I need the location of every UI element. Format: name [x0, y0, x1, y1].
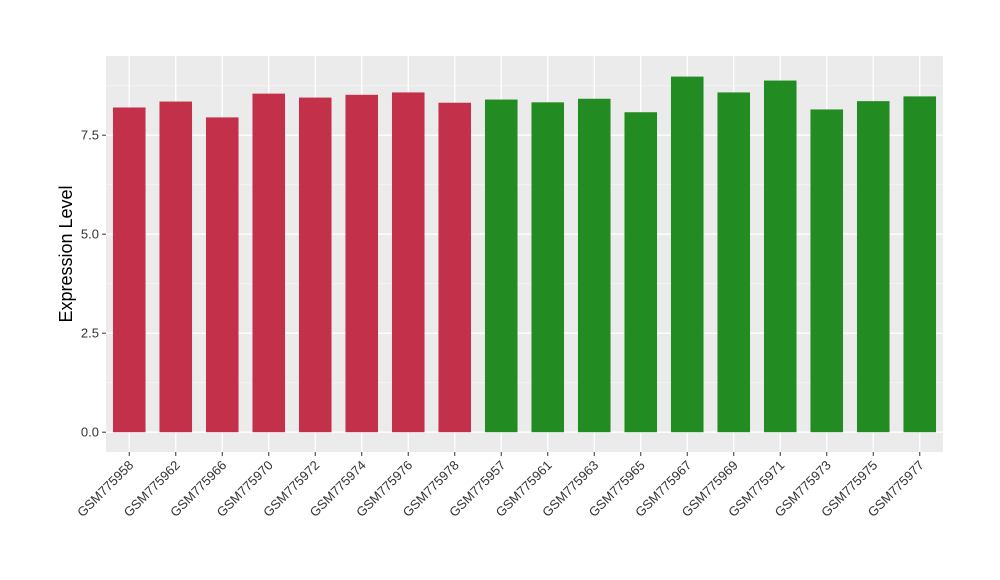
bar-GSM775978	[438, 102, 472, 433]
bar-GSM775963	[577, 98, 611, 433]
bar-GSM775966	[205, 117, 239, 433]
bar-GSM775957	[484, 99, 518, 433]
bar-GSM775975	[856, 101, 890, 433]
bar-GSM775967	[670, 76, 704, 433]
bar-GSM775977	[903, 96, 937, 433]
bar-GSM775973	[810, 109, 844, 433]
bar-GSM775972	[298, 97, 332, 433]
bar-GSM775971	[763, 80, 797, 433]
y-axis: 0.0 2.5 5.0 7.5	[81, 128, 106, 440]
bar-GSM775962	[159, 101, 193, 433]
y-axis-title: Expression Level	[56, 185, 76, 322]
bar-GSM775974	[345, 94, 379, 433]
bar-GSM775969	[717, 92, 751, 433]
y-tick-label: 7.5	[81, 128, 99, 143]
bar-GSM775970	[252, 93, 286, 433]
bar-GSM775976	[391, 92, 425, 433]
x-axis: GSM775958GSM775962GSM775966GSM775970GSM7…	[74, 452, 927, 520]
bar-GSM775958	[112, 107, 146, 433]
y-tick-label: 0.0	[81, 425, 99, 440]
y-tick-label: 2.5	[81, 326, 99, 341]
bar-GSM775961	[531, 102, 565, 433]
plot-panel	[106, 56, 943, 452]
bar-GSM775965	[624, 112, 658, 433]
y-tick-label: 5.0	[81, 227, 99, 242]
bars	[112, 76, 937, 433]
